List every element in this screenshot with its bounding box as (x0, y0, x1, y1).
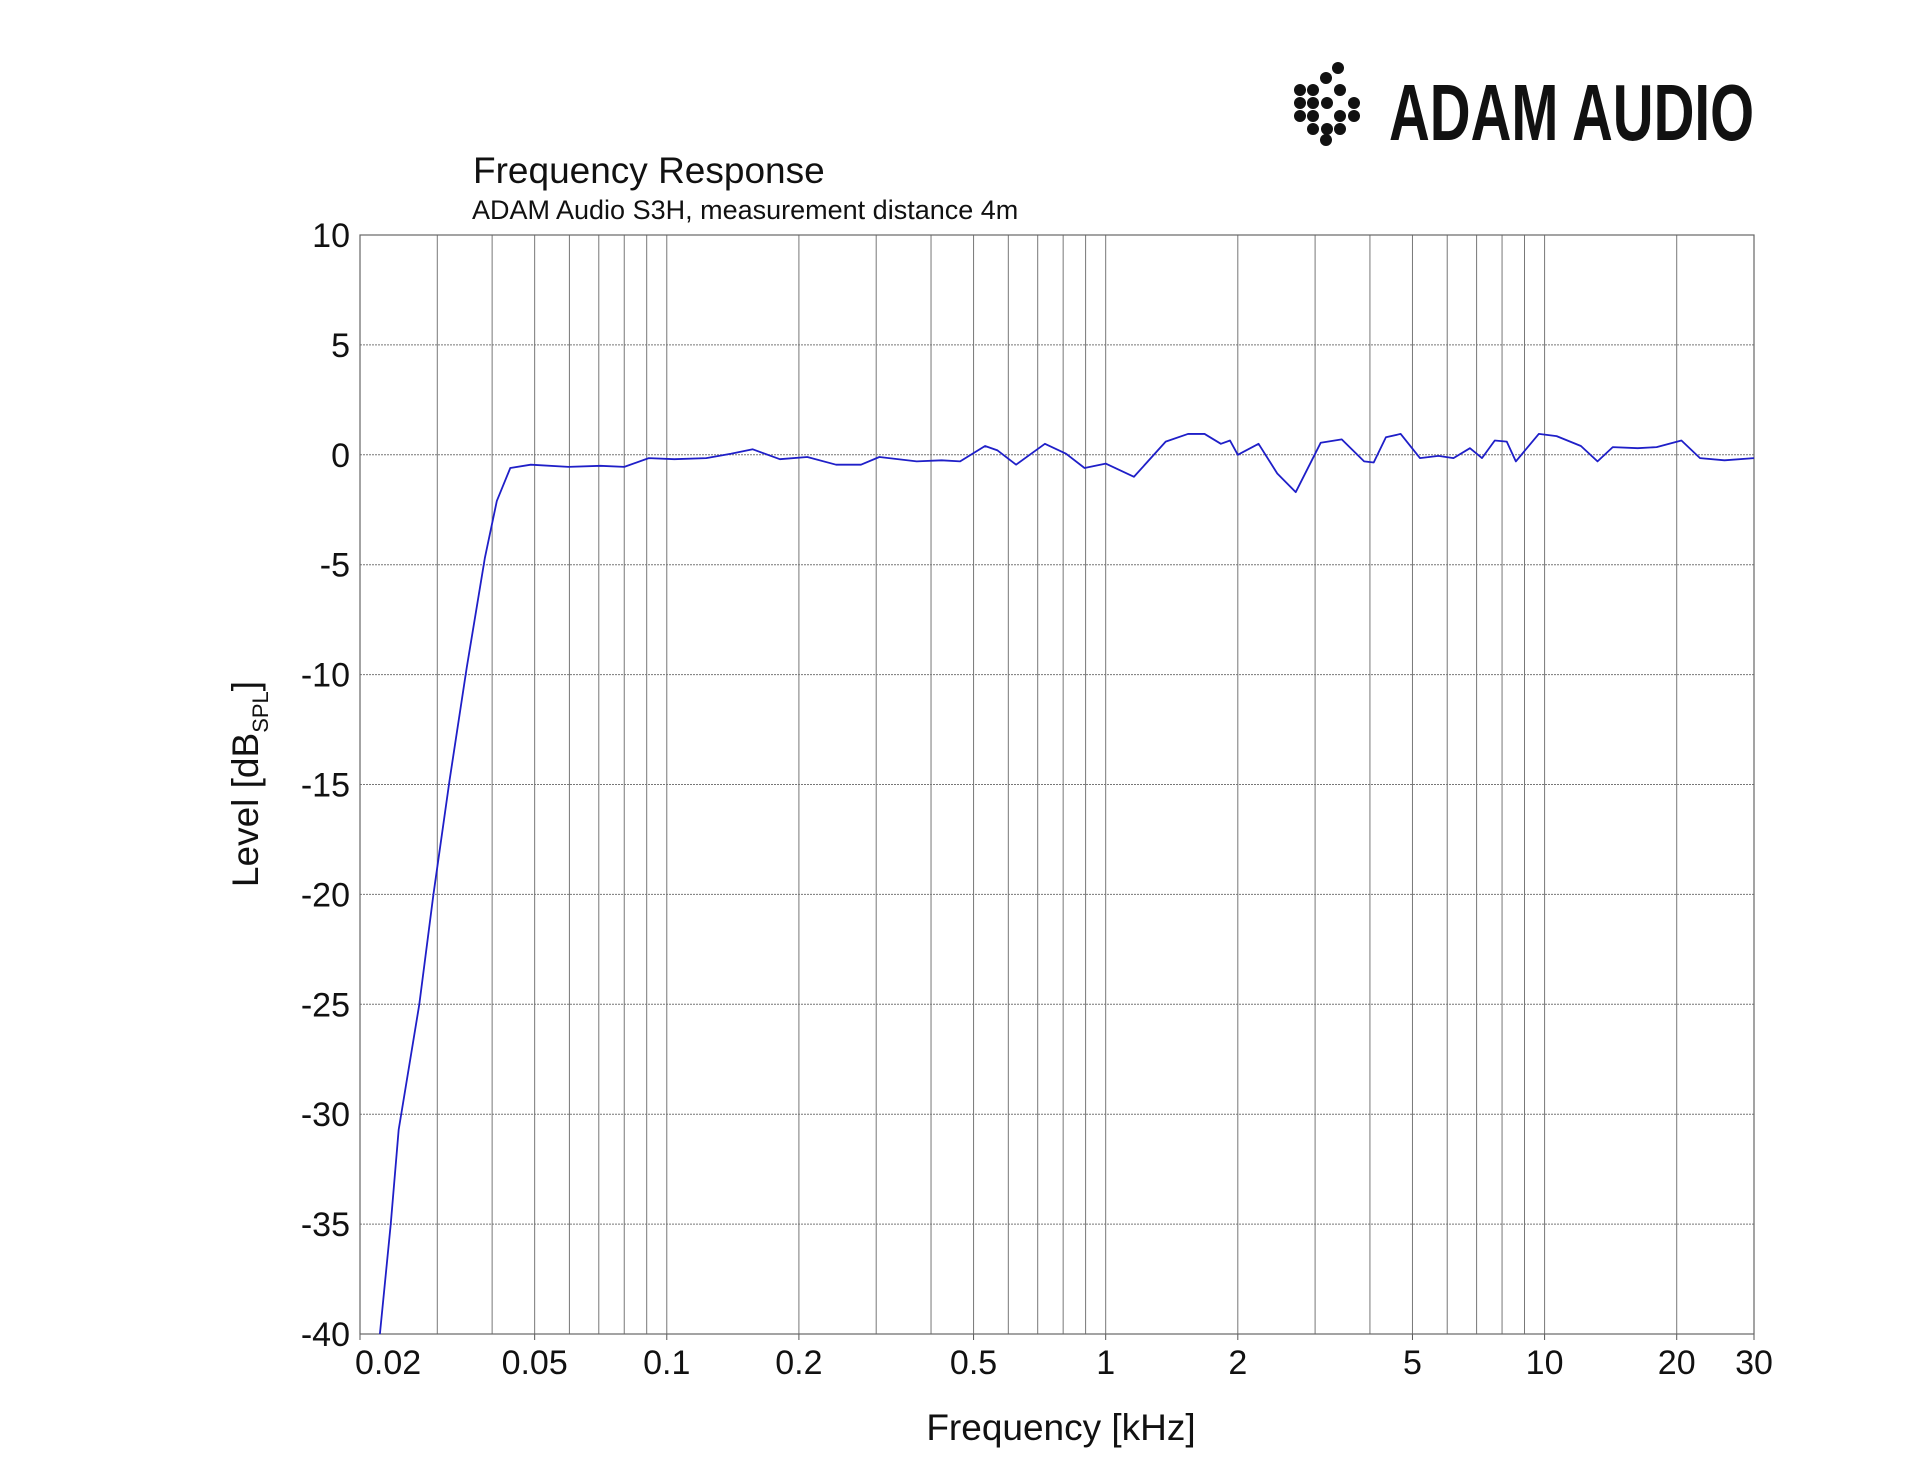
x-tick-label: 20 (1658, 1344, 1696, 1382)
x-tick-label: 0.5 (950, 1344, 997, 1382)
y-tick-label: -10 (301, 657, 350, 695)
y-axis-label: Level [dBSPL] (225, 681, 273, 887)
x-tick-label: 0.2 (775, 1344, 822, 1382)
y-tick-label: 0 (331, 437, 350, 475)
y-axis-label-sub: SPL (248, 691, 273, 733)
x-tick-label: 0.1 (643, 1344, 690, 1382)
x-tick-label: 5 (1403, 1344, 1422, 1382)
y-tick-label: -15 (301, 767, 350, 805)
y-tick-label: -35 (301, 1206, 350, 1244)
y-tick-label: -40 (301, 1316, 350, 1354)
x-tick-label: 2 (1228, 1344, 1247, 1382)
y-tick-label: -20 (301, 876, 350, 914)
plot-frame (359, 234, 1755, 1335)
x-tick-label: 1 (1096, 1344, 1115, 1382)
x-tick-label: 10 (1526, 1344, 1564, 1382)
chart-subtitle: ADAM Audio S3H, measurement distance 4m (472, 195, 1018, 225)
y-tick-label: -30 (301, 1096, 350, 1134)
y-tick-label: -25 (301, 986, 350, 1024)
x-tick-label: 0.05 (502, 1344, 568, 1382)
y-tick-label: 5 (331, 327, 350, 365)
brand-name: ADAM AUDIO (1389, 68, 1754, 157)
x-tick-label: 30 (1735, 1344, 1773, 1382)
brand-logo: ADAM AUDIO (1294, 62, 1754, 157)
plot-area: -40 -35 -30 -25 -20 -15 -10 -5 0 5 10 0.02 0.05 0.1 0.… (301, 217, 1773, 1382)
y-axis-label-end: ] (225, 681, 266, 691)
y-tick-label: 10 (312, 217, 350, 255)
y-tick-label: -5 (320, 547, 350, 585)
chart-title: Frequency Response (473, 150, 825, 191)
x-axis-label: Frequency [kHz] (926, 1407, 1195, 1448)
y-axis-label-main: Level [dB (225, 733, 266, 887)
series-line (378, 433, 1755, 1335)
x-tick-label: 0.02 (355, 1344, 421, 1382)
